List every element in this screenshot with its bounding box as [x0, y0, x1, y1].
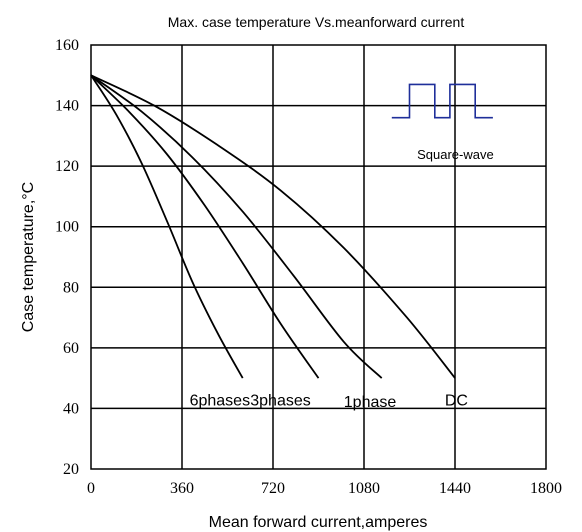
curve-1phase — [90, 74, 383, 379]
plot-frame — [90, 44, 547, 470]
x-tick-label: 360 — [170, 480, 194, 497]
y-tick-label: 160 — [55, 37, 79, 54]
x-tick-label: 1800 — [530, 480, 562, 497]
inset-label: Square-wave — [417, 147, 494, 162]
y-tick-label: 60 — [63, 340, 79, 357]
y-tick-label: 100 — [55, 219, 79, 236]
x-tick-label: 1440 — [439, 480, 471, 497]
square-wave-line — [391, 83, 493, 119]
curve-label-3phases: 3phases — [250, 392, 311, 409]
curve-label-1phase: 1phase — [344, 394, 397, 411]
x-tick-label: 1080 — [348, 480, 380, 497]
x-tick-label: 0 — [87, 480, 95, 497]
inset-square-wave — [391, 83, 493, 119]
y-axis-ticks: 20 40 60 80 100 120 140 160 — [55, 37, 79, 478]
y-tick-label: 20 — [63, 461, 79, 478]
curves — [90, 74, 456, 379]
y-axis-label: Case temperature,°C — [20, 182, 37, 332]
curve-3phases — [90, 74, 320, 379]
y-tick-label: 120 — [55, 158, 79, 175]
x-tick-label: 720 — [261, 480, 285, 497]
curve-6phases — [90, 74, 244, 379]
grid — [91, 45, 546, 469]
curve-labels: 6phases 3phases 1phase DC — [190, 392, 468, 411]
curve-dc — [90, 74, 456, 379]
y-tick-label: 80 — [63, 279, 79, 296]
curve-label-6phases: 6phases — [190, 392, 251, 409]
y-tick-label: 140 — [55, 98, 79, 115]
y-tick-label: 40 — [63, 400, 79, 417]
x-axis-ticks: 0 360 720 1080 1440 1800 — [87, 480, 562, 497]
curve-label-dc: DC — [445, 392, 468, 409]
x-axis-label: Mean forward current,amperes — [209, 514, 428, 531]
chart-title: Max. case temperature Vs.meanforward cur… — [168, 14, 465, 30]
